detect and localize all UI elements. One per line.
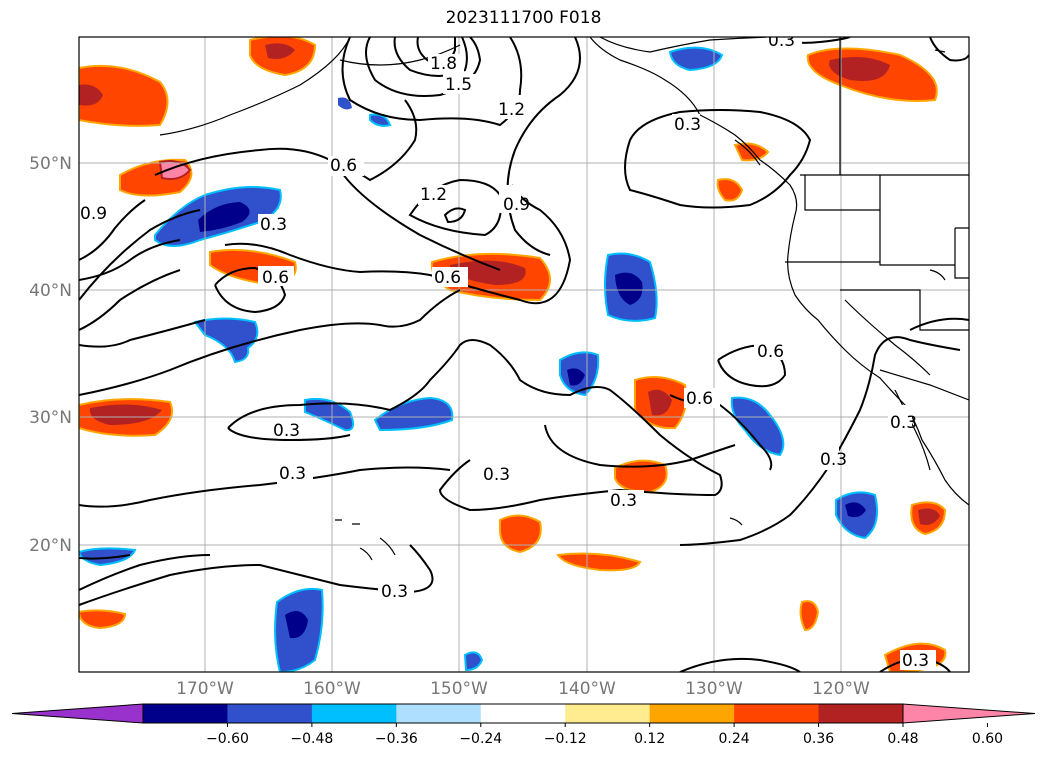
lat-label: 50°N <box>29 154 72 174</box>
lat-label: 20°N <box>29 536 72 556</box>
colorbar <box>11 703 1036 724</box>
graticule <box>79 37 969 672</box>
colorbar-segment <box>818 704 904 723</box>
contour-label: 0.3 <box>381 582 408 602</box>
colorbar-segment <box>480 704 566 723</box>
contour-label: 1.5 <box>445 75 472 95</box>
contour-label: 0.3 <box>260 215 287 235</box>
colorbar-segment <box>227 704 313 723</box>
anomaly-fills <box>79 37 947 672</box>
contour-label: 0.3 <box>820 450 847 470</box>
contour-label: 0.3 <box>902 651 929 671</box>
contour-label: 0.3 <box>273 421 300 441</box>
contour-label: 0.3 <box>483 465 510 485</box>
map-frame <box>78 36 970 673</box>
colorbar-extend-low <box>11 703 144 724</box>
longitude-labels: 170°W 160°W 150°W 140°W 130°W 120°W <box>176 679 870 699</box>
colorbar-tick-label: 0.48 <box>887 731 918 747</box>
contour-label: 1.2 <box>420 185 447 205</box>
colorbar-tick-label: 0.12 <box>634 731 665 747</box>
contour-label: 0.3 <box>279 464 306 484</box>
colorbar-tick-label: 0.60 <box>972 731 1003 747</box>
lat-label: 40°N <box>29 281 72 301</box>
contour-label: 0.6 <box>330 156 357 176</box>
colorbar-segment <box>143 704 228 723</box>
positive-anomaly-fills <box>79 37 947 672</box>
colorbar-segment <box>649 704 735 723</box>
colorbar-tick-label: 0.36 <box>803 731 834 747</box>
lon-label: 130°W <box>685 679 743 699</box>
contour-label: 0.9 <box>503 195 530 215</box>
lon-label: 120°W <box>812 679 870 699</box>
contour-label: 0.3 <box>674 115 701 135</box>
contour-label: 0.3 <box>768 31 795 51</box>
contour-label: 0.6 <box>434 268 461 288</box>
colorbar-tick-label: −0.60 <box>206 731 249 747</box>
colorbar-tick-label: −0.12 <box>544 731 587 747</box>
contour-label: 0.6 <box>686 389 713 409</box>
colorbar-segment <box>396 704 482 723</box>
lon-label: 160°W <box>303 679 361 699</box>
colorbar-tick-label: −0.48 <box>290 731 333 747</box>
colorbar-extend-high <box>902 703 1036 724</box>
colorbar-tick-label: −0.36 <box>375 731 418 747</box>
contour-label: 1.2 <box>498 100 525 120</box>
contour-labels: 1.8 1.5 1.2 0.9 0.9 0.6 0.6 0.6 0.6 0.6 … <box>79 31 936 671</box>
lon-label: 150°W <box>430 679 488 699</box>
colorbar-ticks: −0.60 −0.48 −0.36 −0.24 −0.12 0.12 0.24 0.36 0.4… <box>206 723 1003 747</box>
contour-label: 0.9 <box>80 204 107 224</box>
contour-label: 1.8 <box>430 54 457 74</box>
contour-label: 0.6 <box>262 268 289 288</box>
colorbar-segment <box>565 704 651 723</box>
latitude-labels: 50°N 40°N 30°N 20°N <box>29 154 72 556</box>
contour-label: 0.3 <box>890 413 917 433</box>
negative-anomaly-fills <box>79 46 878 672</box>
contour-label: 0.6 <box>757 342 784 362</box>
lon-label: 140°W <box>558 679 616 699</box>
colorbar-segment <box>311 704 397 723</box>
lat-label: 30°N <box>29 408 72 428</box>
colorbar-tick-label: −0.24 <box>459 731 502 747</box>
contour-lines <box>79 37 969 672</box>
lon-label: 170°W <box>176 679 234 699</box>
contour-label: 0.3 <box>610 491 637 511</box>
colorbar-tick-label: 0.24 <box>719 731 750 747</box>
map-title: 2023111700 F018 <box>445 8 602 28</box>
colorbar-segment <box>734 704 820 723</box>
colorbar-outline <box>142 703 904 724</box>
